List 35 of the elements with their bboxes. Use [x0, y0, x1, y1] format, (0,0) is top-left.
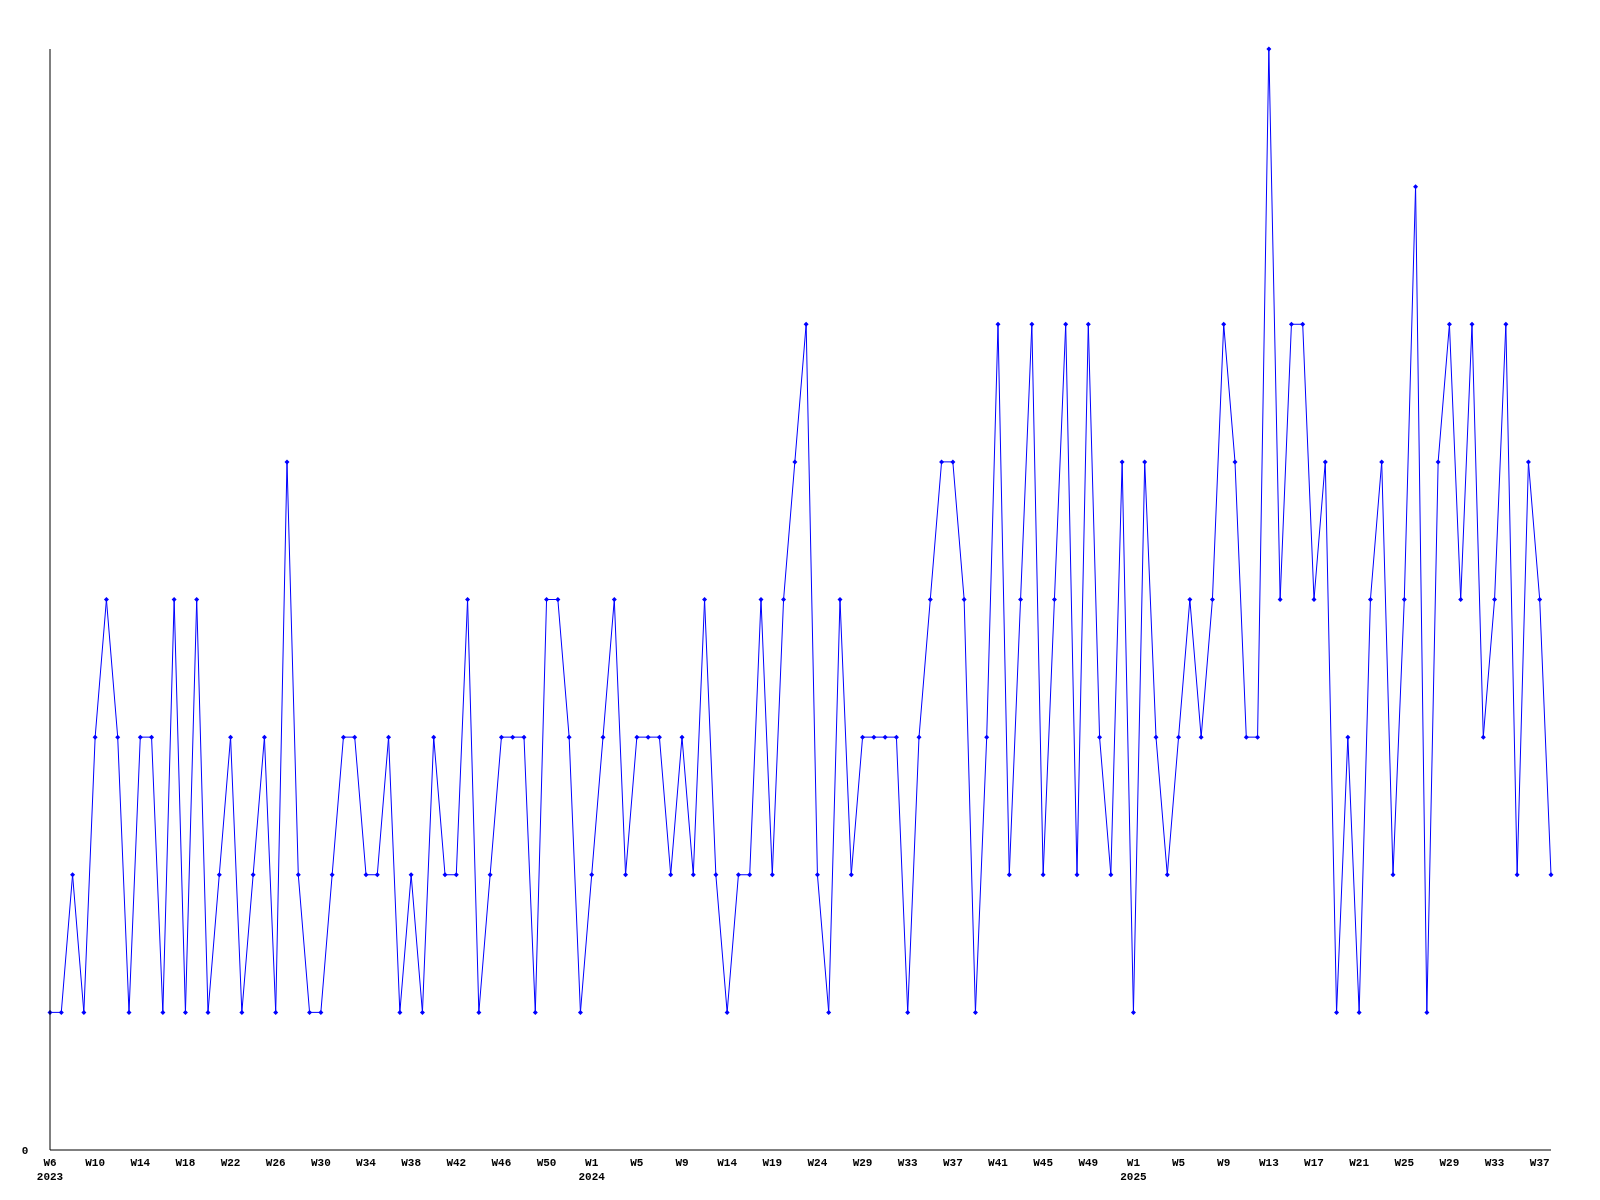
x-tick-label: W1 2025 [1120, 1157, 1148, 1183]
x-tick-label: W25 [1394, 1157, 1415, 1169]
x-tick-label: W5 [630, 1157, 644, 1169]
x-tick-label: W10 [85, 1157, 106, 1169]
x-tick-label: W41 [988, 1157, 1009, 1169]
x-tick-label: W46 [491, 1157, 512, 1169]
x-tick-label: W18 [175, 1157, 196, 1169]
x-tick-label: W29 [1439, 1157, 1460, 1169]
x-tick-label: W24 [807, 1157, 828, 1169]
x-tick-label: W29 [852, 1157, 873, 1169]
x-tick-label: W45 [1033, 1157, 1054, 1169]
x-tick-label: W34 [356, 1157, 377, 1169]
x-tick-label: W50 [536, 1157, 557, 1169]
x-tick-label: W13 [1258, 1157, 1280, 1169]
x-tick-label: W6 2023 [36, 1157, 64, 1183]
x-tick-label: W37 [942, 1157, 963, 1169]
x-tick-label: W14 [717, 1157, 738, 1169]
x-tick-label: W1 2024 [578, 1157, 606, 1183]
x-tick-label: W49 [1078, 1157, 1099, 1169]
x-tick-label: W33 [897, 1157, 919, 1169]
x-tick-label: W42 [446, 1157, 467, 1169]
x-tick-label: W17 [1304, 1157, 1324, 1169]
x-tick-label: W5 [1171, 1157, 1186, 1169]
x-tick-label: W22 [220, 1157, 241, 1169]
x-tick-label: W38 [401, 1157, 422, 1169]
x-tick-label: W21 [1349, 1157, 1370, 1169]
x-tick-label: W37 [1529, 1157, 1550, 1169]
text: 0 [21, 1145, 29, 1157]
x-tick-label: W9 [1217, 1157, 1231, 1169]
x-tick-label: W33 [1484, 1157, 1505, 1169]
x-tick-label: W26 [265, 1157, 286, 1169]
x-tick-label: W14 [130, 1157, 151, 1169]
x-tick-label: W19 [762, 1157, 783, 1169]
x-tick-label: W9 [675, 1157, 689, 1169]
x-tick-label: W30 [310, 1157, 331, 1169]
